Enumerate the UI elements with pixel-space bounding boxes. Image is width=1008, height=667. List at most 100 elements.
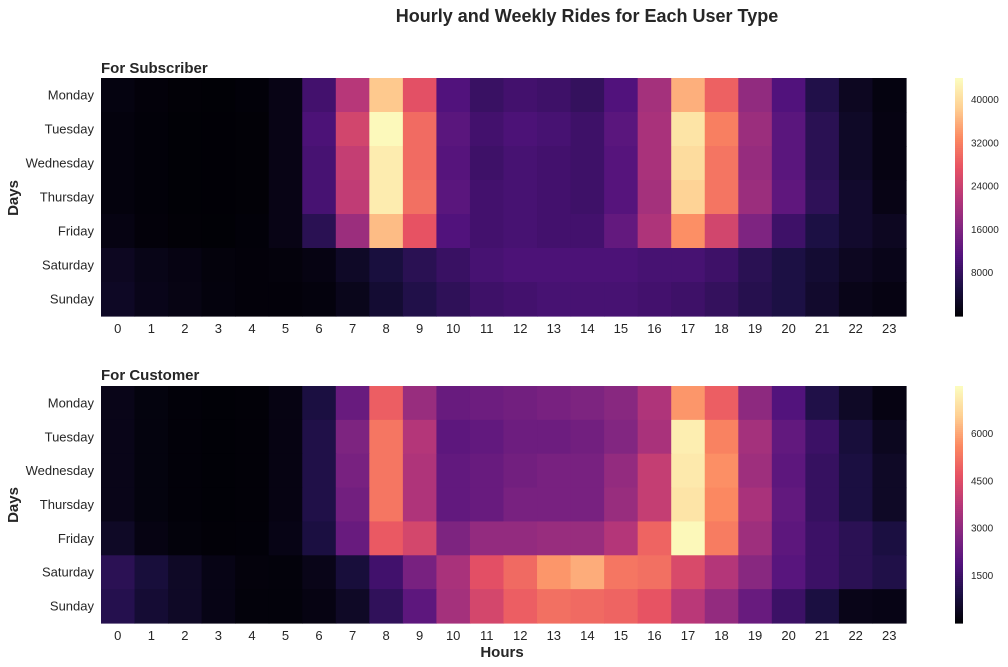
customer-cell-wednesday-h20 [771, 453, 806, 489]
customer-colorbar-segment [955, 542, 963, 545]
customer-colorbar-segment [955, 451, 963, 454]
subscriber-colorbar-segment [955, 284, 963, 287]
subscriber-cell-sunday-h6 [302, 282, 337, 317]
subscriber-cell-saturday-h0 [101, 248, 136, 283]
subscriber-cell-wednesday-h21 [805, 146, 840, 181]
customer-hour-label-5: 5 [282, 628, 289, 643]
customer-cell-wednesday-h17 [671, 453, 706, 489]
customer-cell-thursday-h2 [168, 487, 203, 523]
subscriber-colorbar-segment [955, 147, 963, 150]
subscriber-cell-friday-h9 [402, 214, 438, 249]
subscriber-colorbar-segment [955, 230, 963, 234]
subscriber-colorbar-segment [955, 79, 963, 83]
customer-colorbar-segment [955, 593, 963, 596]
customer-cell-thursday-h3 [201, 487, 236, 523]
customer-hour-label-0: 0 [114, 628, 121, 643]
customer-cell-sunday-h4 [235, 589, 270, 624]
subscriber-hour-label-21: 21 [815, 321, 829, 336]
customer-cell-friday-h15 [604, 521, 639, 556]
subscriber-colorbar-segment [955, 286, 963, 289]
subscriber-hour-label-1: 1 [148, 321, 155, 336]
subscriber-cell-friday-h4 [235, 214, 270, 249]
customer-cell-friday-h7 [335, 521, 370, 556]
customer-hour-label-8: 8 [382, 628, 389, 643]
subscriber-cell-sunday-h20 [771, 282, 806, 317]
subscriber-cell-sunday-h21 [805, 282, 840, 317]
customer-colorbar-segment [955, 490, 963, 494]
subscriber-cell-wednesday-h23 [872, 146, 907, 181]
subscriber-cell-thursday-h1 [134, 180, 169, 215]
customer-cell-monday-h7 [335, 386, 370, 421]
subscriber-day-tick-labels: Monday Tuesday Wednesday Thursday Friday Satu… [26, 88, 95, 307]
customer-colorbar-segment [955, 573, 963, 577]
customer-cell-monday-h6 [302, 386, 337, 421]
subscriber-cell-thursday-h22 [838, 180, 874, 215]
subscriber-hour-label-15: 15 [614, 321, 628, 336]
customer-colorbar-tick-1500: 1500 [971, 571, 994, 582]
customer-cell-saturday-h16 [637, 555, 672, 590]
subscriber-cell-tuesday-h11 [469, 112, 505, 147]
subscriber-hour-label-5: 5 [282, 321, 289, 336]
customer-cell-sunday-h19 [738, 589, 773, 624]
customer-cell-thursday-h0 [101, 487, 136, 523]
subscriber-cell-tuesday-h19 [738, 112, 773, 147]
subscriber-colorbar-segment [955, 183, 963, 186]
subscriber-cell-thursday-h6 [302, 180, 337, 215]
customer-colorbar-segment [955, 389, 963, 393]
subscriber-colorbar-segment [955, 179, 963, 182]
customer-colorbar-segment [955, 453, 963, 456]
subscriber-cell-thursday-h15 [604, 180, 639, 215]
subscriber-colorbar-segment [955, 280, 963, 283]
subscriber-cell-sunday-h23 [872, 282, 907, 317]
customer-cell-friday-h19 [738, 521, 773, 556]
subscriber-heatmap-cells [101, 78, 907, 317]
customer-colorbar-segment [955, 540, 963, 543]
subscriber-colorbar-segment [955, 306, 963, 309]
subscriber-cell-wednesday-h0 [101, 146, 136, 181]
customer-colorbar-segment [955, 561, 963, 565]
customer-cell-monday-h23 [872, 386, 907, 421]
customer-cell-saturday-h15 [604, 555, 639, 590]
customer-cell-thursday-h18 [704, 487, 739, 523]
subscriber-colorbar-segment [955, 250, 963, 254]
subscriber-cell-wednesday-h9 [402, 146, 438, 181]
subscriber-colorbar-segment [955, 220, 963, 224]
customer-cell-thursday-h14 [570, 487, 605, 523]
subscriber-colorbar-tick-24000: 24000 [971, 182, 999, 193]
customer-cell-monday-h17 [671, 386, 706, 421]
customer-colorbar-segment [955, 518, 963, 521]
customer-cell-saturday-h1 [134, 555, 169, 590]
subscriber-hour-tick-labels: 0 1 2 3 4 5 6 7 8 9 10 11 12 13 14 15 16 17 18 19 20 21 22 23 [114, 321, 896, 336]
subscriber-cell-monday-h21 [805, 78, 840, 113]
customer-cell-saturday-h10 [436, 555, 471, 590]
customer-colorbar-segment [955, 581, 963, 585]
subscriber-hour-label-20: 20 [781, 321, 795, 336]
subscriber-cell-monday-h18 [704, 78, 739, 113]
customer-cell-wednesday-h7 [335, 453, 370, 489]
customer-colorbar-segment [955, 474, 963, 478]
subscriber-colorbar-segment [955, 238, 963, 242]
customer-cell-thursday-h19 [738, 487, 773, 523]
customer-cell-friday-h6 [302, 521, 337, 556]
customer-cell-wednesday-h1 [134, 453, 169, 489]
customer-colorbar-segment [955, 441, 963, 444]
subscriber-cell-tuesday-h17 [671, 112, 706, 147]
subscriber-cell-wednesday-h5 [268, 146, 303, 181]
customer-cell-thursday-h6 [302, 487, 337, 523]
customer-cell-friday-h22 [838, 521, 874, 556]
customer-colorbar-segment [955, 532, 963, 535]
subscriber-colorbar-segment [955, 139, 963, 143]
subscriber-cell-wednesday-h20 [771, 146, 806, 181]
customer-cell-saturday-h3 [201, 555, 236, 590]
customer-cell-friday-h9 [402, 521, 438, 556]
customer-cell-wednesday-h9 [402, 453, 438, 489]
subscriber-cell-saturday-h14 [570, 248, 605, 283]
subscriber-cell-saturday-h17 [671, 248, 706, 283]
customer-cell-thursday-h12 [503, 487, 538, 523]
customer-colorbar-segment [955, 461, 963, 464]
subscriber-cell-sunday-h1 [134, 282, 169, 317]
customer-cell-wednesday-h10 [436, 453, 471, 489]
customer-colorbar-segment [955, 395, 963, 399]
customer-colorbar-segment [955, 520, 963, 523]
subscriber-cell-sunday-h18 [704, 282, 739, 317]
